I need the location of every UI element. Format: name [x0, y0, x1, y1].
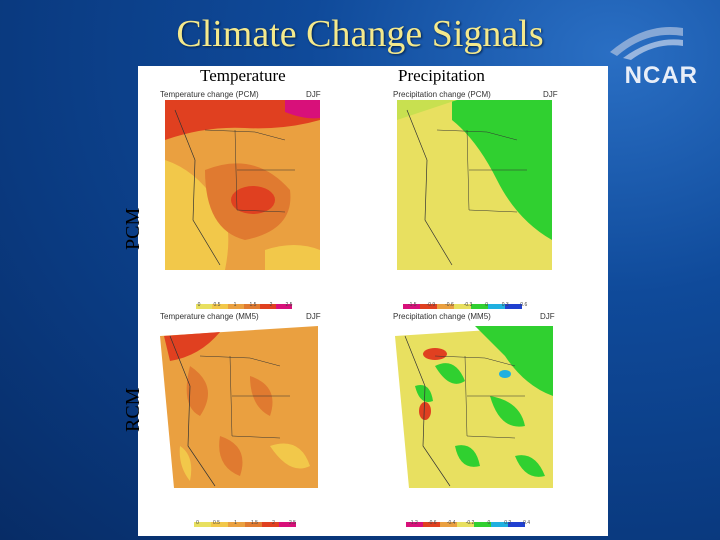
colorbar-ticks-rcm-temp: 0 0.5 1 1.5 2 2.5: [196, 520, 296, 526]
season-rcm-temp: DJF: [306, 312, 321, 321]
colorbar-ticks-rcm-precip: -1.2 -0.6 -0.4 -0.2 0 0.2 0.4: [409, 520, 531, 526]
column-header-precipitation: Precipitation: [398, 66, 485, 85]
map-rcm-precipitation: [395, 326, 553, 488]
map-title-pcm-temp: Temperature change (PCM): [160, 90, 259, 99]
colorbar-pcm-temp: [196, 296, 292, 309]
colorbar-ticks-pcm-temp: 0 0.5 1 1.5 2 2.5: [197, 302, 293, 308]
ncar-logo: NCAR: [624, 62, 698, 89]
colorbar-rcm-precip: [406, 514, 525, 527]
colorbar-rcm-temp: [194, 514, 296, 527]
season-pcm-precip: DJF: [543, 90, 558, 99]
map-rcm-temperature: [160, 326, 318, 488]
map-title-rcm-temp: Temperature change (MM5): [160, 312, 259, 321]
map-title-rcm-precip: Precipitation change (MM5): [393, 312, 491, 321]
map-pcm-precipitation: [397, 100, 552, 270]
row-label-pcm: PCM: [122, 207, 144, 250]
season-pcm-temp: DJF: [306, 90, 321, 99]
map-title-pcm-precip: Precipitation change (PCM): [393, 90, 491, 99]
column-header-temperature: Temperature: [200, 66, 286, 85]
ncar-swoosh-icon: [610, 27, 683, 60]
slide-title: Climate Change Signals: [176, 13, 544, 55]
season-rcm-precip: DJF: [540, 312, 555, 321]
colorbar-pcm-precip: [403, 296, 522, 309]
map-pcm-temperature: [165, 100, 320, 270]
row-label-rcm: RCM: [122, 387, 144, 432]
colorbar-ticks-pcm-precip: -1.5 -0.9 -0.6 -0.3 0 0.3 0.6: [407, 302, 528, 308]
